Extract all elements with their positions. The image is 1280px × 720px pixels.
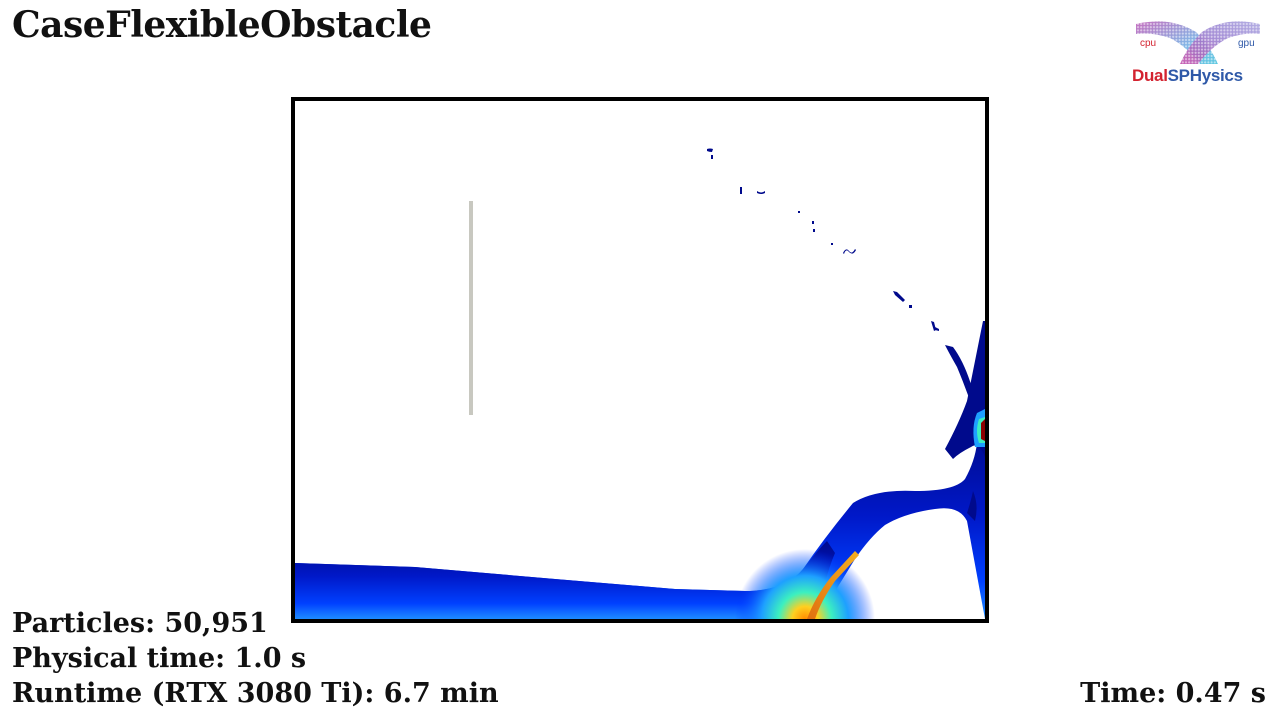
simulation-view bbox=[295, 148, 985, 619]
simulation-stats: Particles: 50,951 Physical time: 1.0 s R… bbox=[12, 606, 499, 711]
logo-sphysics-text: SPHysics bbox=[1167, 66, 1243, 85]
logo-dual-text: Dual bbox=[1132, 66, 1168, 85]
logo-wings-icon bbox=[1130, 16, 1266, 66]
flexible-plate bbox=[807, 551, 859, 619]
dualsphysics-logo: cpu gpu DualSPHysics bbox=[1130, 16, 1266, 88]
logo-wordmark: DualSPHysics bbox=[1132, 66, 1243, 86]
runtime: Runtime (RTX 3080 Ti): 6.7 min bbox=[12, 678, 499, 709]
logo-cpu-label: cpu bbox=[1140, 38, 1157, 49]
spray-droplets bbox=[707, 148, 939, 331]
physical-time: Physical time: 1.0 s bbox=[12, 643, 307, 674]
current-time: Time: 0.47 s bbox=[1080, 678, 1266, 709]
rigid-obstacle bbox=[469, 201, 473, 415]
logo-gpu-label: gpu bbox=[1238, 38, 1255, 49]
simulation-tank bbox=[291, 97, 989, 623]
particles-count: Particles: 50,951 bbox=[12, 608, 268, 639]
case-title: CaseFlexibleObstacle bbox=[12, 4, 432, 46]
